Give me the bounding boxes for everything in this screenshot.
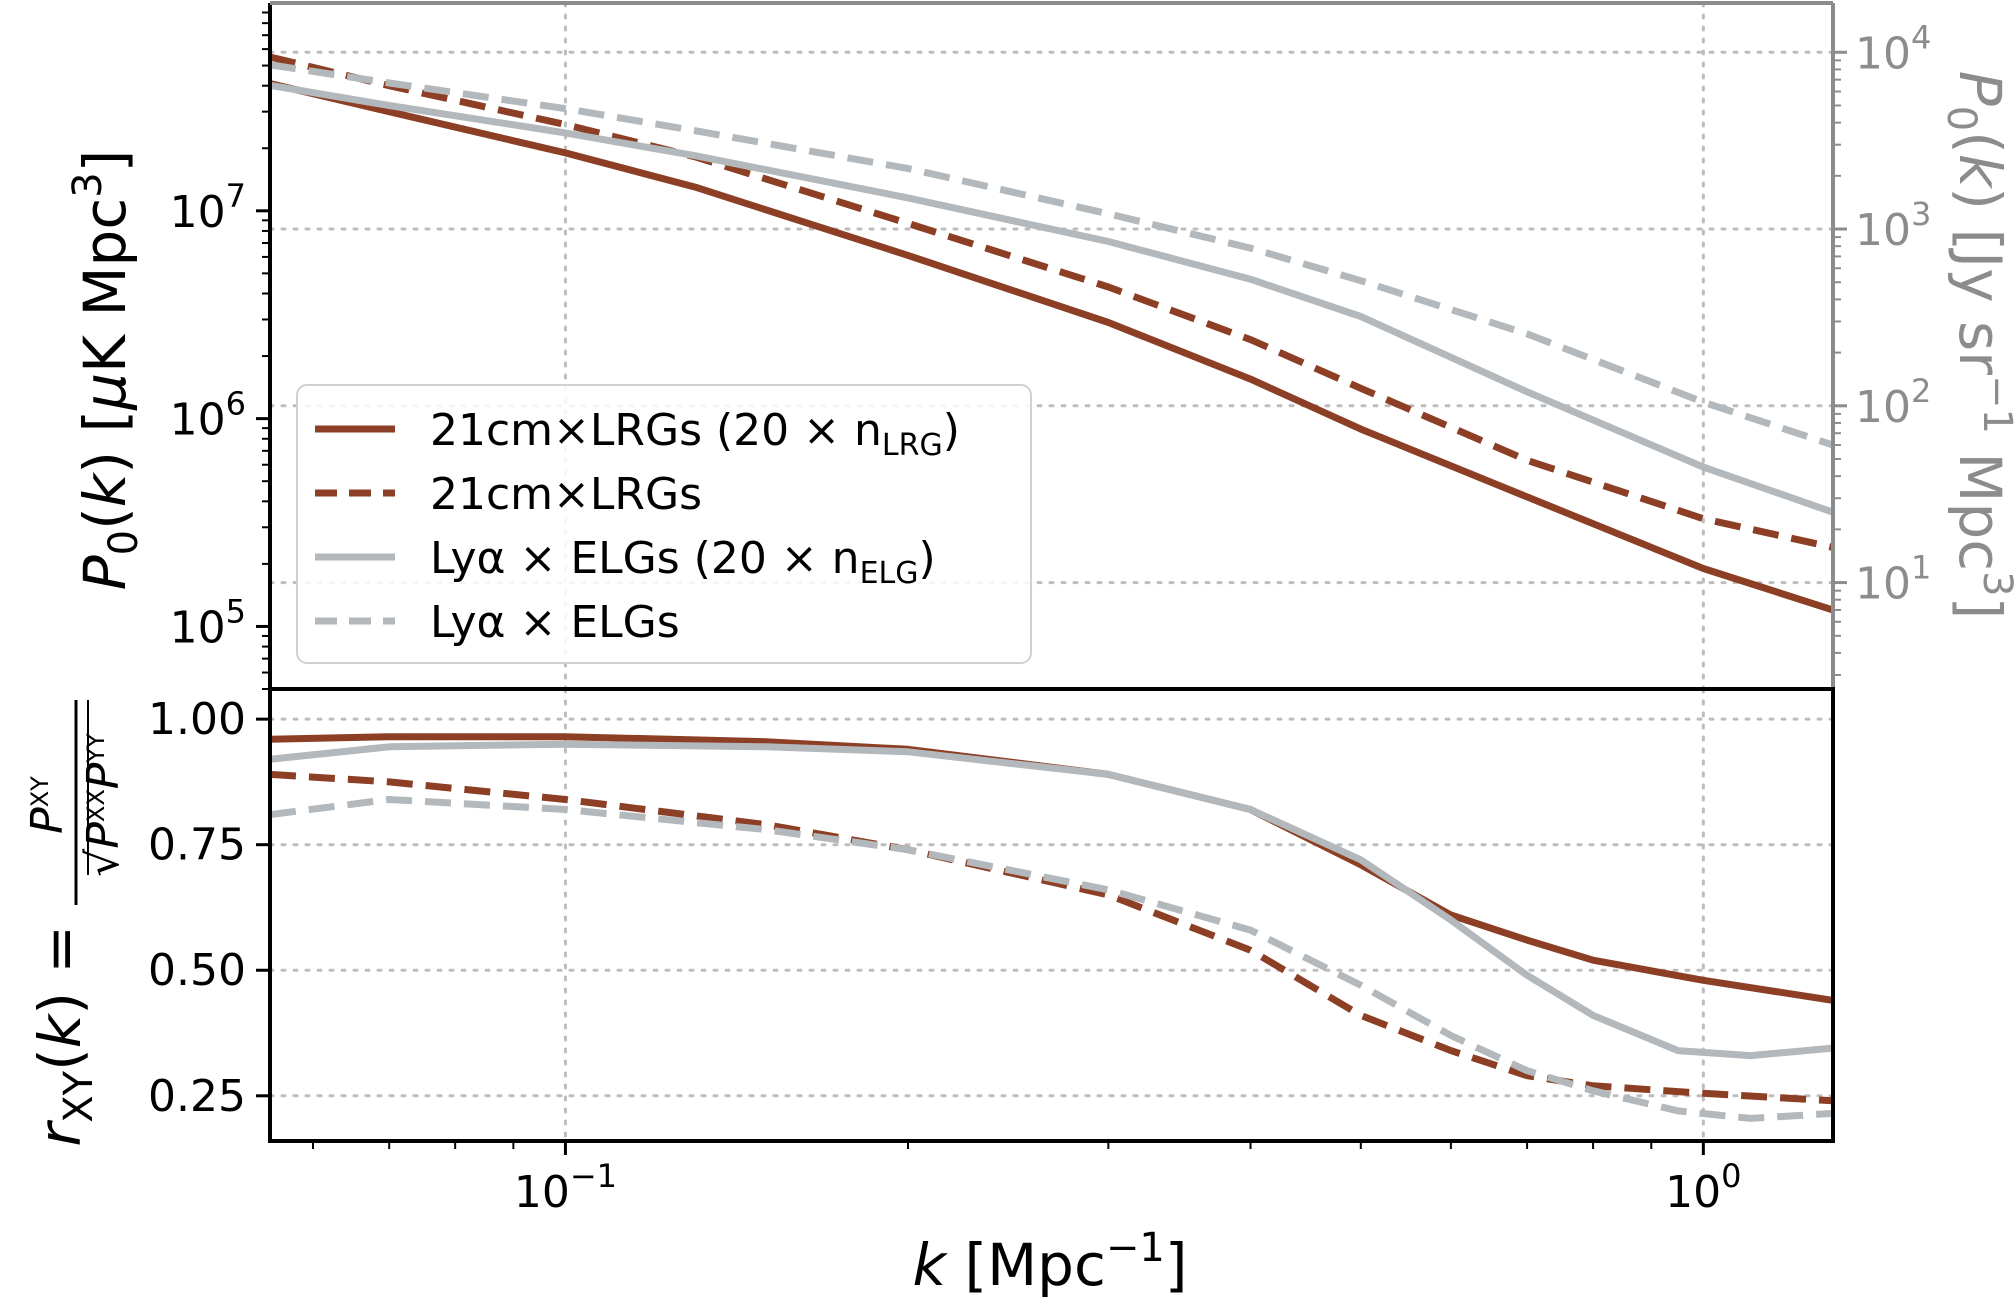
y-axis-label-bottom: rXY(k) = PXY√PXXPYY	[22, 700, 129, 1147]
top-left-tick-label: 107	[170, 177, 246, 238]
top-series-line-3	[270, 61, 1833, 449]
bottom-series-group	[270, 733, 1833, 1122]
bottom-y-tick-label: 1.00	[148, 694, 246, 745]
axis-labels: k [Mpc−1] P0(k) [μK Mpc3] P0(k) [Jy sr−1 M…	[22, 71, 2016, 1299]
bottom-y-tick-label: 0.75	[148, 820, 246, 871]
top-right-tick-label: 104	[1855, 18, 1931, 79]
bottom-series-line-3	[270, 796, 1833, 1122]
legend-label-0: 21cm×LRGs (20 × nLRG)	[430, 405, 960, 463]
y-axis-label-left: P0(k) [μK Mpc3]	[65, 150, 147, 591]
bottom-x-tick-label: 10−1	[514, 1157, 617, 1218]
top-left-tick-label: 106	[170, 385, 246, 446]
ratio-label-lhs: rXY(k) =	[26, 925, 102, 1147]
bottom-y-tick-label: 0.50	[148, 945, 246, 996]
top-series-group	[270, 53, 1833, 614]
legend-box	[296, 384, 1032, 664]
bottom-series-line-0	[270, 733, 1833, 1004]
legend-label-1: 21cm×LRGs	[430, 469, 702, 520]
bottom-frame	[268, 687, 1835, 1143]
x-axis-label: k [Mpc−1]	[912, 1225, 1187, 1299]
legend-label-3: Lyα × ELGs	[430, 597, 680, 648]
bottom-x-tick-label: 100	[1665, 1157, 1741, 1218]
top-panel: 107 106 105 104 103 102 101 21cm×LRGs (20 × nLR…	[170, 1, 1931, 691]
bottom-y-tick-label: 0.25	[148, 1071, 246, 1122]
top-left-tick-label: 105	[170, 592, 246, 653]
ratio-numerator: PXY	[22, 776, 73, 834]
top-right-tick-label: 103	[1855, 195, 1931, 256]
top-right-tick-label: 101	[1855, 549, 1931, 610]
bottom-series-line-2	[270, 740, 1833, 1060]
legend-label-2: Lyα × ELGs (20 × nELG)	[430, 533, 936, 591]
y-axis-label-right: P0(k) [Jy sr−1 Mpc3]	[1938, 71, 2016, 620]
top-series-line-2	[270, 81, 1833, 516]
bottom-series-line-1	[270, 770, 1833, 1105]
ratio-denominator: √PXXPYY	[78, 733, 129, 877]
top-series-line-1	[270, 53, 1833, 551]
top-series-line-0	[270, 80, 1833, 614]
legend: 21cm×LRGs (20 × nLRG) 21cm×LRGs Lyα × ELGs…	[296, 384, 1032, 664]
bottom-panel: 1.00 0.75 0.50 0.25 10−1 100	[148, 687, 1835, 1218]
top-right-tick-label: 102	[1855, 372, 1931, 433]
